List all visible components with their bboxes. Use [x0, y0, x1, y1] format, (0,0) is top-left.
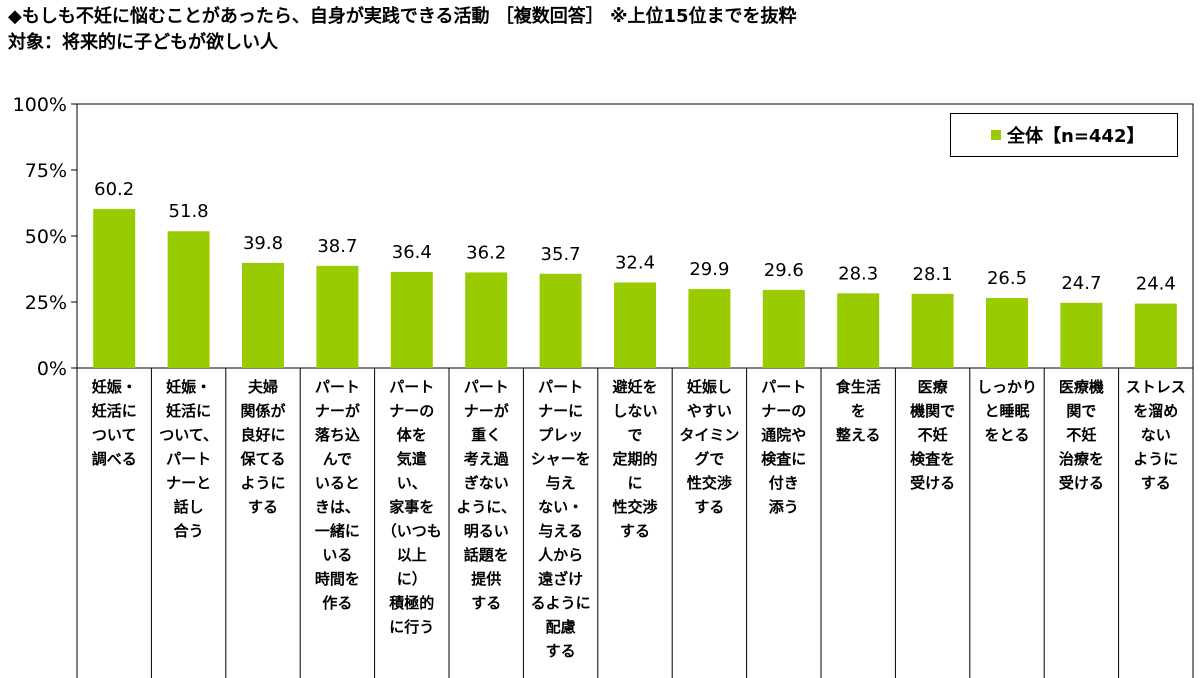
y-tick-label: 0%: [37, 358, 67, 380]
data-label: 29.9: [689, 259, 729, 280]
data-label: 24.7: [1061, 273, 1101, 294]
x-tick-label: 食生活を整える: [836, 378, 881, 444]
data-label: 36.2: [466, 242, 506, 263]
x-tick-label: しっかりと睡眠をとる: [977, 378, 1037, 444]
x-tick-label: パートナーが重く考え過ぎないように、明るい話題を提供する: [456, 378, 516, 612]
data-label: 39.8: [243, 233, 283, 254]
bar: [390, 271, 433, 368]
bar: [539, 273, 582, 368]
x-tick-label: パートナーにプレッシャーを与えない・与える人から遠ざけるように配慮する: [531, 378, 591, 660]
x-tick-label: 妊娠・妊活について、パートナーと話し合う: [159, 378, 218, 540]
data-label: 24.4: [1136, 274, 1176, 295]
data-label: 38.7: [317, 236, 357, 257]
data-label: 60.2: [94, 179, 134, 200]
x-tick-label: パートナーの体を気遣い、家事を（いつも以上に）積極的に行う: [382, 378, 442, 636]
chart-title: ◆もしも不妊に悩むことがあったら、自身が実践できる活動 ［複数回答］ ※上位15…: [8, 6, 797, 27]
x-tick-label: パートナーの通院や検査に付き添う: [761, 378, 806, 516]
bar: [837, 293, 880, 368]
y-tick-label: 50%: [25, 226, 67, 248]
x-tick-label: ストレスを溜めないようにする: [1126, 378, 1186, 492]
x-tick-label: パートナーが落ち込んでいるときは、一緒にいる時間を作る: [315, 378, 361, 612]
chart-header: ◆もしも不妊に悩むことがあったら、自身が実践できる活動 ［複数回答］ ※上位15…: [8, 4, 797, 56]
bar: [242, 262, 284, 368]
bar: [316, 265, 359, 368]
chart-subtitle: 対象：将来的に子どもが欲しい人: [8, 32, 278, 53]
bar: [911, 293, 954, 368]
x-tick-label: 妊娠しやすいタイミングで性交渉する: [679, 378, 739, 516]
data-label: 51.8: [169, 201, 209, 222]
bar: [986, 298, 1028, 368]
data-label: 26.5: [987, 268, 1027, 289]
bar: [614, 282, 656, 368]
y-tick-label: 100%: [13, 94, 67, 116]
bar: [465, 272, 508, 368]
bar: [167, 231, 210, 368]
x-tick-label: 医療機関で不妊検査を受ける: [910, 378, 955, 492]
data-label: 28.3: [838, 263, 878, 284]
data-label: 35.7: [541, 244, 581, 265]
bar: [1060, 302, 1103, 368]
x-tick-label: 夫婦関係が良好に保てるようにする: [239, 378, 286, 516]
bar: [1134, 303, 1177, 368]
bar: [93, 209, 136, 368]
legend-swatch: [991, 130, 1001, 140]
y-tick-label: 75%: [25, 160, 67, 182]
chart-legend: 全体【n=442】: [950, 113, 1178, 157]
x-tick-label: 妊娠・妊活について調べる: [92, 378, 137, 468]
bar: [762, 289, 805, 368]
data-label: 29.6: [764, 260, 804, 281]
x-tick-label: 医療機関で不妊治療を受ける: [1059, 378, 1104, 492]
x-tick-label: 避妊をしないで定期的に性交渉する: [612, 378, 657, 540]
data-label: 28.1: [913, 264, 953, 285]
data-label: 36.4: [392, 242, 432, 263]
bar: [688, 289, 731, 368]
legend-label: 全体【n=442】: [1007, 126, 1145, 147]
y-tick-label: 25%: [25, 292, 67, 314]
data-label: 32.4: [615, 252, 655, 273]
